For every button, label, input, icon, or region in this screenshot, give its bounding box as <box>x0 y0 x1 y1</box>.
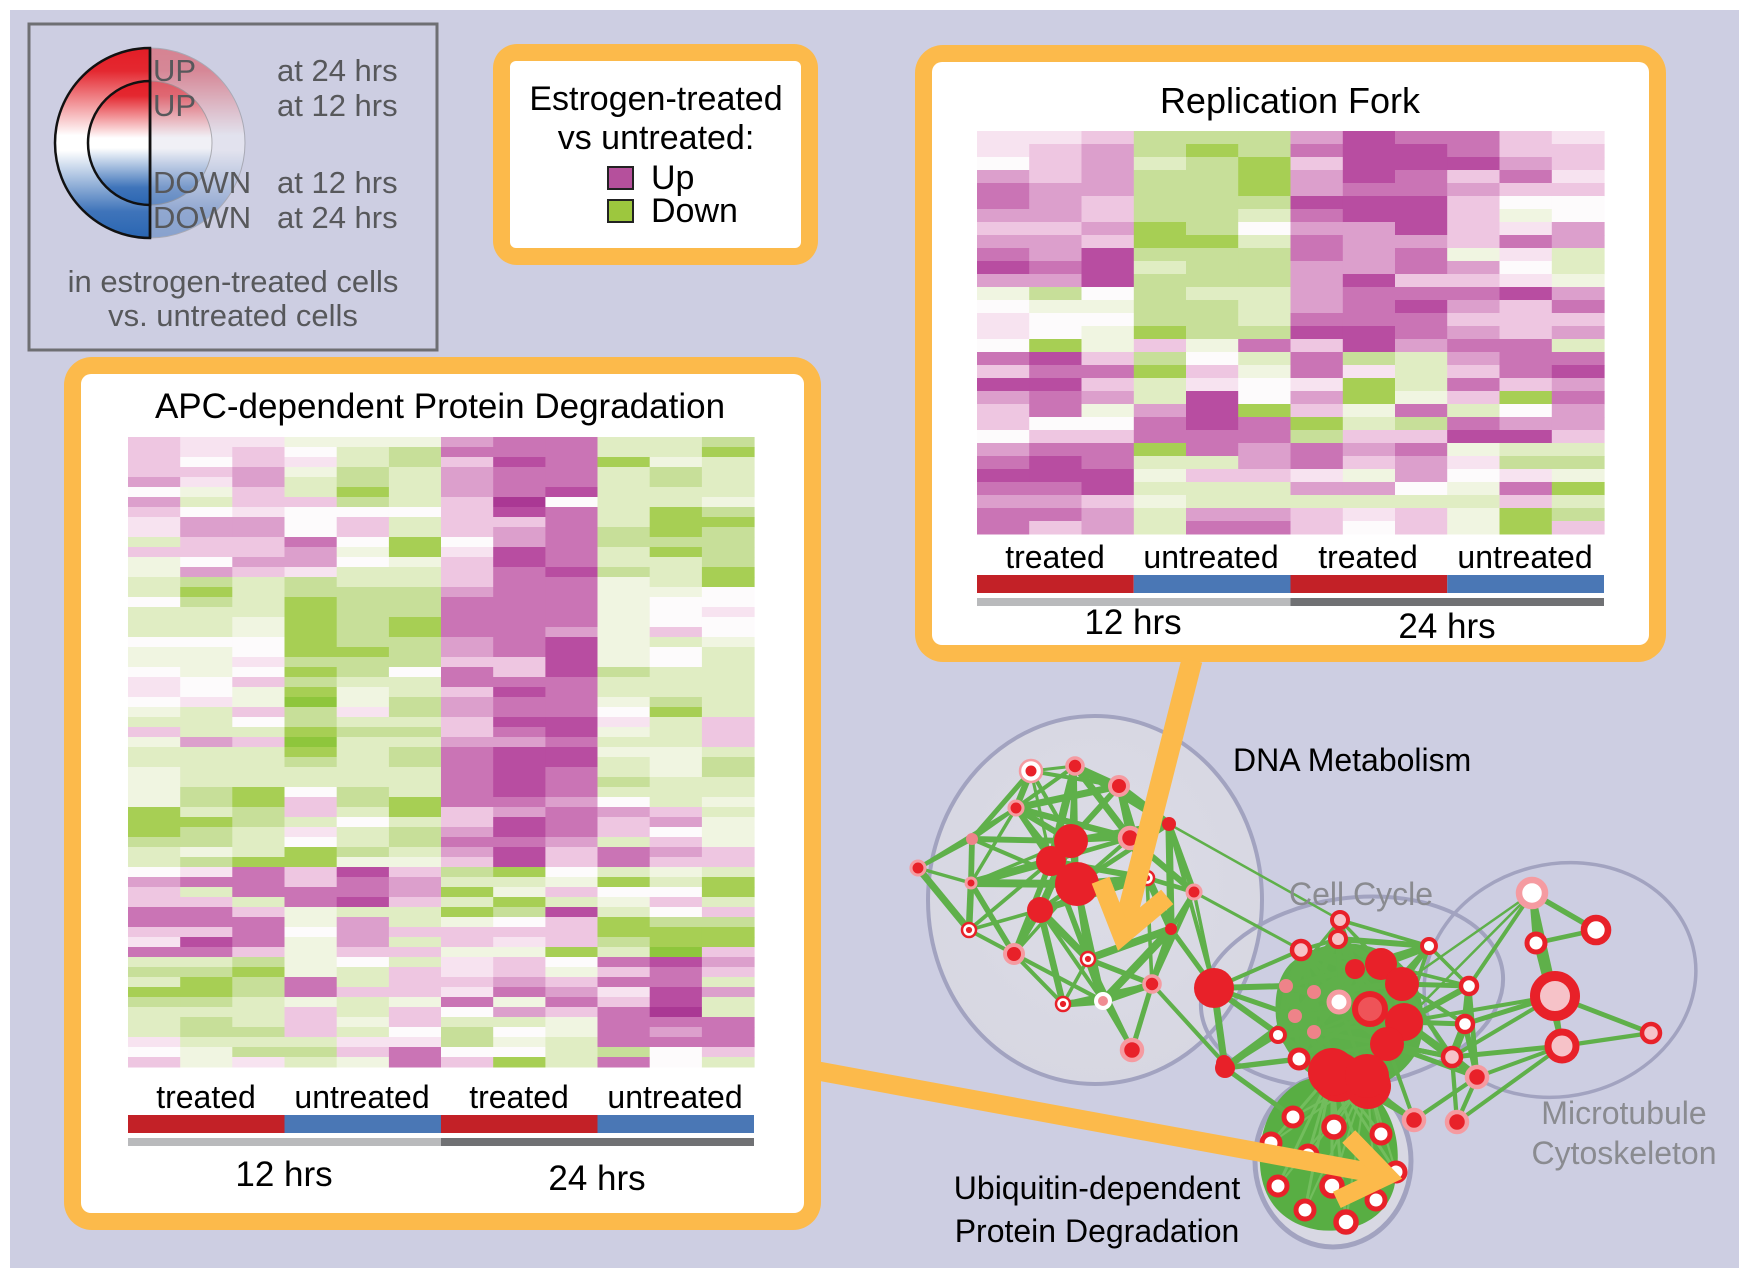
svg-text:treated: treated <box>1318 539 1418 575</box>
svg-text:treated: treated <box>1005 539 1105 575</box>
svg-text:Ubiquitin-dependent: Ubiquitin-dependent <box>954 1170 1241 1206</box>
svg-text:Replication Fork: Replication Fork <box>1160 80 1421 121</box>
svg-text:12 hrs: 12 hrs <box>235 1155 332 1194</box>
svg-text:untreated: untreated <box>607 1079 742 1115</box>
svg-text:Up: Up <box>651 159 694 197</box>
svg-text:APC-dependent Protein Degradat: APC-dependent Protein Degradation <box>155 387 725 426</box>
svg-text:24 hrs: 24 hrs <box>548 1159 645 1198</box>
svg-text:24 hrs: 24 hrs <box>1398 607 1495 646</box>
svg-text:Microtubule: Microtubule <box>1541 1095 1706 1131</box>
svg-text:UP: UP <box>153 53 196 88</box>
svg-text:Protein Degradation: Protein Degradation <box>955 1213 1240 1249</box>
svg-text:Cytoskeleton: Cytoskeleton <box>1532 1135 1717 1171</box>
svg-text:Cell Cycle: Cell Cycle <box>1289 876 1433 912</box>
svg-text:untreated: untreated <box>294 1079 429 1115</box>
svg-text:DOWN: DOWN <box>153 165 251 200</box>
svg-text:in estrogen-treated cells: in estrogen-treated cells <box>68 264 399 299</box>
svg-text:at 12 hrs: at 12 hrs <box>277 88 398 123</box>
svg-text:DOWN: DOWN <box>153 200 251 235</box>
svg-text:Estrogen-treated: Estrogen-treated <box>529 80 782 118</box>
svg-text:DNA Metabolism: DNA Metabolism <box>1233 742 1471 778</box>
svg-text:at 12 hrs: at 12 hrs <box>277 165 398 200</box>
svg-text:at 24 hrs: at 24 hrs <box>277 53 398 88</box>
svg-text:12 hrs: 12 hrs <box>1084 603 1181 642</box>
svg-text:untreated: untreated <box>1457 539 1592 575</box>
svg-text:treated: treated <box>156 1079 256 1115</box>
svg-text:Down: Down <box>651 192 738 230</box>
svg-text:UP: UP <box>153 88 196 123</box>
svg-text:at 24 hrs: at 24 hrs <box>277 200 398 235</box>
svg-text:treated: treated <box>469 1079 569 1115</box>
svg-text:untreated: untreated <box>1143 539 1278 575</box>
svg-text:vs untreated:: vs untreated: <box>558 119 755 157</box>
svg-text:vs. untreated cells: vs. untreated cells <box>108 298 358 333</box>
